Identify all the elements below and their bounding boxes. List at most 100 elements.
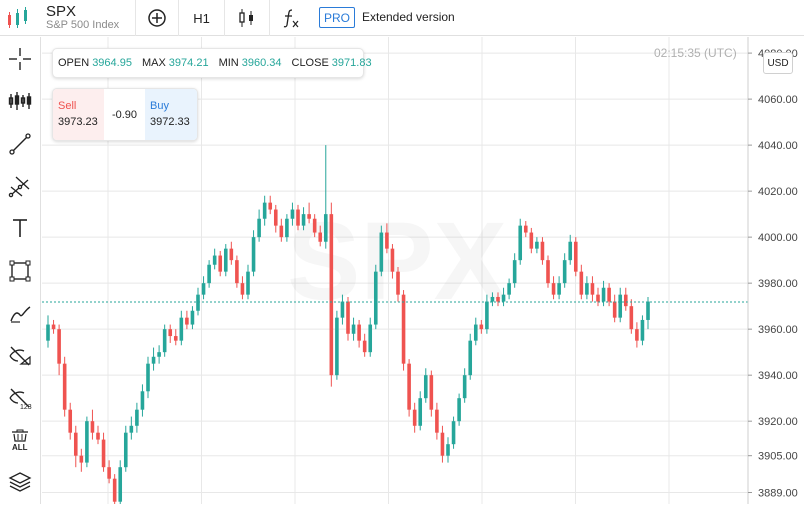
candle-body <box>385 232 389 249</box>
buy-label: Buy <box>150 100 169 112</box>
candle-body <box>162 329 167 353</box>
sell-price: 3973.23 <box>58 116 98 128</box>
candle-body <box>90 421 95 433</box>
candle-body <box>123 432 128 468</box>
candle-body <box>518 225 523 261</box>
candle-body <box>207 264 211 284</box>
candle-body <box>379 232 384 272</box>
candle-body <box>268 202 273 210</box>
candle-body <box>629 306 634 330</box>
top-toolbar: SPX S&P 500 Index H1 PRO Extended versio… <box>0 0 804 36</box>
pro-badge[interactable]: PRO <box>319 7 355 28</box>
candle-body <box>401 294 406 364</box>
trend-line-tool[interactable] <box>5 129 35 159</box>
candle-body <box>357 324 361 341</box>
timeframe-button[interactable]: H1 <box>178 0 224 36</box>
candle-body <box>212 255 217 265</box>
add-compare-button[interactable] <box>135 0 178 36</box>
candle-body <box>407 363 411 410</box>
candle-body <box>218 255 223 272</box>
extended-version-link[interactable]: Extended version <box>362 10 455 24</box>
candle-body <box>201 283 206 295</box>
candle-body <box>551 283 556 295</box>
buy-button[interactable]: Buy 3972.33 <box>145 89 197 140</box>
candle-body <box>607 287 611 302</box>
candle-body <box>57 329 61 364</box>
candle-body <box>440 432 445 456</box>
layers-tool[interactable] <box>5 467 35 497</box>
chart-area[interactable]: SPX 4080.004060.004040.004020.004000.003… <box>42 37 804 509</box>
text-icon <box>13 219 27 237</box>
price-chart[interactable]: SPX 4080.004060.004040.004020.004000.003… <box>42 37 804 509</box>
delete-all-tool[interactable]: ALL <box>5 425 35 455</box>
svg-text:123: 123 <box>20 404 32 410</box>
candle-body <box>323 214 328 242</box>
candle-body <box>473 324 478 341</box>
symbol-ticker[interactable]: SPX <box>46 3 77 20</box>
candle-body <box>118 467 123 502</box>
chart-type-button[interactable] <box>224 0 269 36</box>
candle-body <box>173 336 178 341</box>
candle-body <box>312 218 317 233</box>
candle-body <box>429 375 434 410</box>
pitchfork-tool[interactable] <box>5 171 35 201</box>
candle-body <box>51 324 56 330</box>
candle-body <box>590 283 595 295</box>
candle-body <box>112 478 117 502</box>
crosshair-tool[interactable] <box>5 44 35 74</box>
candle-body <box>285 218 289 238</box>
y-tick-label: 4040.00 <box>758 140 798 152</box>
candle-body <box>251 237 256 272</box>
candle-body <box>273 209 278 226</box>
candle-body <box>135 409 139 426</box>
candle-body <box>568 241 573 261</box>
candle-body <box>462 375 467 399</box>
candle-body <box>646 301 650 320</box>
candle-body <box>307 214 311 219</box>
candle-body <box>546 260 550 284</box>
buy-price: 3972.33 <box>150 116 190 128</box>
candle-body <box>290 209 295 219</box>
indicators-fx-icon <box>283 9 298 28</box>
candle-body <box>640 319 645 341</box>
candle-body <box>301 214 306 226</box>
candle-body <box>46 324 50 341</box>
timeframe-label: H1 <box>193 10 210 26</box>
brush-icon <box>10 306 31 323</box>
candle-body <box>351 324 356 334</box>
candle-body <box>585 283 589 295</box>
candle-body <box>435 409 439 433</box>
sell-button[interactable]: Sell 3973.23 <box>53 89 104 140</box>
candle-body <box>468 340 473 376</box>
candle-body <box>618 294 623 318</box>
candle-body <box>390 248 395 272</box>
candle-body <box>479 324 484 330</box>
text-tool[interactable] <box>5 213 35 243</box>
brush-tool[interactable] <box>5 298 35 328</box>
candles-icon <box>239 9 253 27</box>
sell-label: Sell <box>58 100 77 112</box>
candle-body <box>296 209 300 226</box>
rectangle-icon <box>9 260 31 282</box>
hide-drawings-tool[interactable] <box>5 341 35 371</box>
candle-body <box>368 324 373 353</box>
drawing-tools-sidebar: 123 ALL <box>0 37 41 504</box>
candle-body <box>329 214 334 376</box>
candle-body <box>168 329 173 337</box>
candle-body <box>512 260 517 284</box>
rectangle-tool[interactable] <box>5 256 35 286</box>
candle-body <box>318 232 323 242</box>
watermark: SPX <box>287 200 507 323</box>
y-tick-label: 4000.00 <box>758 232 798 244</box>
candle-body <box>62 363 67 410</box>
candle-body <box>612 301 617 318</box>
y-tick-label: 4060.00 <box>758 94 798 106</box>
server-time: 02:15:35 (UTC) <box>654 46 737 60</box>
candle-body <box>246 271 250 295</box>
indicator-bars-tool[interactable] <box>5 86 35 116</box>
candle-body <box>340 301 345 318</box>
indicators-button[interactable] <box>269 0 311 36</box>
currency-button[interactable]: USD <box>763 52 793 74</box>
hide-labels-tool[interactable]: 123 <box>5 383 35 413</box>
max-label: MAX <box>141 57 166 69</box>
